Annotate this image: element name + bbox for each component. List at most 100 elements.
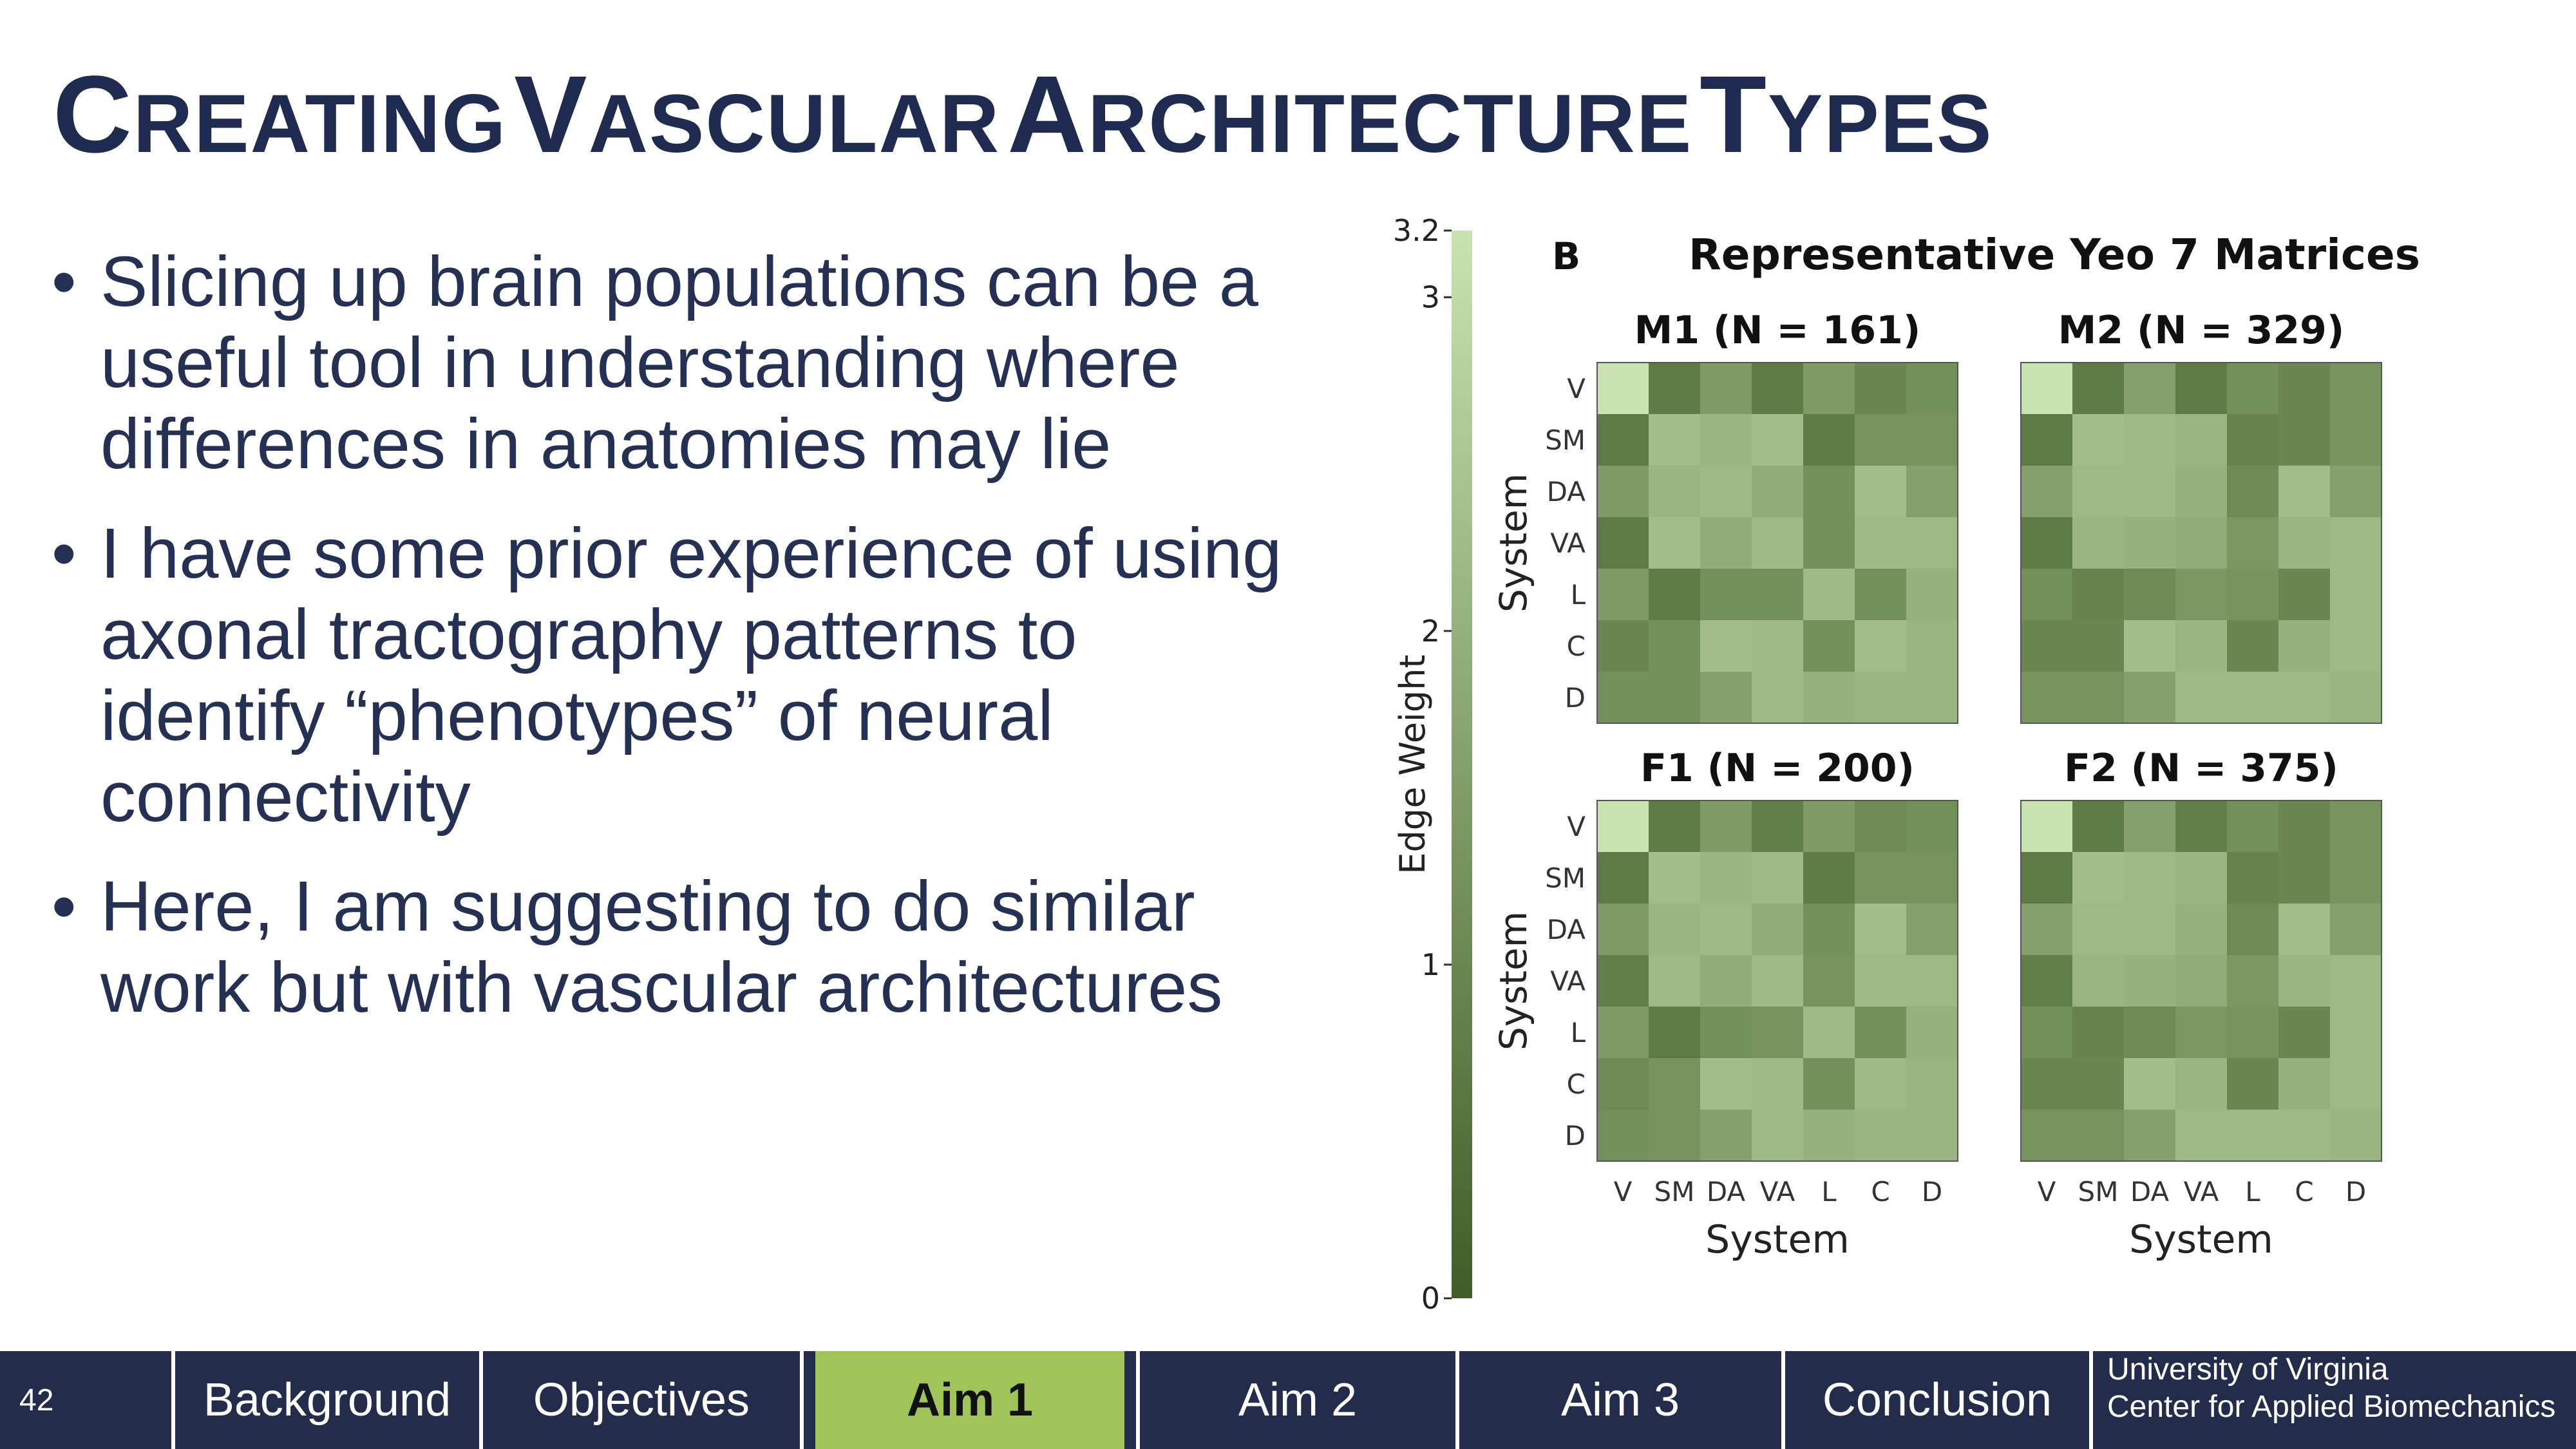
tab-aim-2[interactable]: Aim 2 — [1238, 1374, 1358, 1426]
heatmap-cell — [1752, 1110, 1804, 1162]
heatmap-cell — [1597, 517, 1649, 569]
y-tick-label: V — [1567, 811, 1586, 842]
x-tick-label: DA — [2130, 1176, 2170, 1208]
tab-conclusion[interactable]: Conclusion — [1822, 1374, 2052, 1426]
heatmap-cell — [2278, 517, 2331, 569]
colorbar-tick-label: 0 — [1421, 1281, 1440, 1316]
heatmap-cell — [1700, 1110, 1752, 1162]
heatmap-cell — [1803, 800, 1855, 853]
heatmap-cell — [2330, 852, 2382, 904]
heatmap-cell — [2072, 672, 2125, 724]
heatmap-cell — [1700, 1058, 1752, 1110]
heatmap-cell — [2021, 672, 2073, 724]
yeo-matrices-figure: 0 1 2 3 3.2 Edge Weight B Representative Yeo 7 … — [1392, 213, 2420, 1316]
heatmap-cell — [1752, 955, 1804, 1007]
title-word: VASCULAR — [514, 53, 1001, 176]
page-number: 42 — [19, 1383, 54, 1417]
tab-objectives[interactable]: Objectives — [533, 1374, 750, 1426]
y-tick-label: L — [1571, 1017, 1586, 1048]
heatmap-cell — [2227, 363, 2279, 415]
heatmap-cell — [2278, 620, 2331, 672]
heatmap-cell — [1752, 569, 1804, 621]
heatmap-cell — [2227, 414, 2279, 466]
heatmap-cell — [1700, 800, 1752, 853]
heatmap-cell — [2021, 1110, 2073, 1162]
heatmap-cell — [2021, 800, 2073, 853]
heatmap-cell — [2330, 1110, 2382, 1162]
heatmap-cell — [2124, 363, 2176, 415]
x-tick-label: D — [2345, 1176, 2366, 1208]
heatmap-cell — [2175, 363, 2228, 415]
heatmap-cell — [1597, 620, 1649, 672]
heatmap-cell — [2175, 852, 2228, 904]
heatmap-cell — [2124, 466, 2176, 518]
x-tick-label: DA — [1707, 1176, 1746, 1208]
heatmap-cell — [1803, 517, 1855, 569]
heatmap-cell — [1597, 1058, 1649, 1110]
matrix-title: M2 (N = 329) — [2058, 308, 2345, 353]
heatmap-cell — [1906, 904, 1958, 956]
panel-letter: B — [1552, 234, 1580, 278]
heatmap-cell — [1752, 852, 1804, 904]
y-tick-label: VA — [1550, 527, 1586, 559]
heatmap-cell — [1597, 672, 1649, 724]
heatmap-cell — [2227, 955, 2279, 1007]
heatmap-cell — [2021, 955, 2073, 1007]
x-tick-label: V — [2038, 1176, 2056, 1208]
heatmap-cell — [1649, 1110, 1701, 1162]
heatmap-cell — [1597, 466, 1649, 518]
nav-divider — [1136, 1351, 1140, 1449]
heatmap-cell — [1700, 363, 1752, 415]
heatmap-cell — [2330, 672, 2382, 724]
nav-divider — [1781, 1351, 1785, 1449]
heatmap-cell — [1803, 1007, 1855, 1059]
tab-aim-1[interactable]: Aim 1 — [815, 1351, 1124, 1449]
heatmap-cell — [2072, 1007, 2125, 1059]
heatmap-cell — [2021, 517, 2073, 569]
heatmap-cell — [1752, 1058, 1804, 1110]
heatmap-cell — [2021, 466, 2073, 518]
nav-divider — [479, 1351, 483, 1449]
heatmap-cell — [1906, 955, 1958, 1007]
heatmap-cell — [2021, 620, 2073, 672]
heatmap-cell — [1649, 414, 1701, 466]
heatmap-cell — [1649, 800, 1701, 853]
matrix-frame — [1596, 800, 1958, 1162]
heatmap-cell — [1906, 363, 1958, 415]
bullet-text: Slicing up brain populations can be a us… — [100, 242, 1258, 484]
x-tick-label: C — [2295, 1176, 2313, 1208]
heatmap-cell — [1855, 1058, 1907, 1110]
tab-aim-3[interactable]: Aim 3 — [1560, 1374, 1680, 1426]
heatmap-cell — [1803, 672, 1855, 724]
footer-university: University of Virginia — [2107, 1352, 2389, 1387]
heatmap-cell — [1597, 569, 1649, 621]
heatmap-cell — [1597, 363, 1649, 415]
heatmap-cell — [1700, 1007, 1752, 1059]
heatmap-cell — [1649, 466, 1701, 518]
tab-background[interactable]: Background — [203, 1374, 451, 1426]
y-axis-label: System — [1492, 911, 1535, 1050]
bullet-item: • Here, I am suggesting to do similar wor… — [49, 866, 1305, 1028]
bullet-text: I have some prior experience of using ax… — [100, 514, 1282, 837]
heatmap-cell — [2072, 466, 2125, 518]
colorbar — [1452, 231, 1472, 1298]
x-tick-label: SM — [1654, 1176, 1695, 1208]
bullet-list: • Slicing up brain populations can be a u… — [49, 242, 1305, 1057]
heatmap-cell — [1855, 466, 1907, 518]
slide-title: CREATING VASCULAR ARCHITECTURE TYPES — [53, 52, 1993, 178]
heatmap-cell — [2175, 569, 2228, 621]
colorbar-tick-label: 1 — [1421, 947, 1440, 982]
heatmap-cell — [2021, 852, 2073, 904]
heatmap-cell — [1906, 569, 1958, 621]
heatmap-cell — [2330, 800, 2382, 853]
heatmap-cell — [2124, 852, 2176, 904]
heatmap-cell — [2175, 414, 2228, 466]
heatmap-cell — [2278, 955, 2331, 1007]
heatmap-cell — [1855, 569, 1907, 621]
heatmap-cell — [1906, 517, 1958, 569]
heatmap-cell — [2227, 1110, 2279, 1162]
heatmap-cell — [1803, 569, 1855, 621]
heatmap-cell — [2124, 569, 2176, 621]
heatmap-cell — [2278, 800, 2331, 853]
x-tick-label: VA — [1760, 1176, 1795, 1208]
